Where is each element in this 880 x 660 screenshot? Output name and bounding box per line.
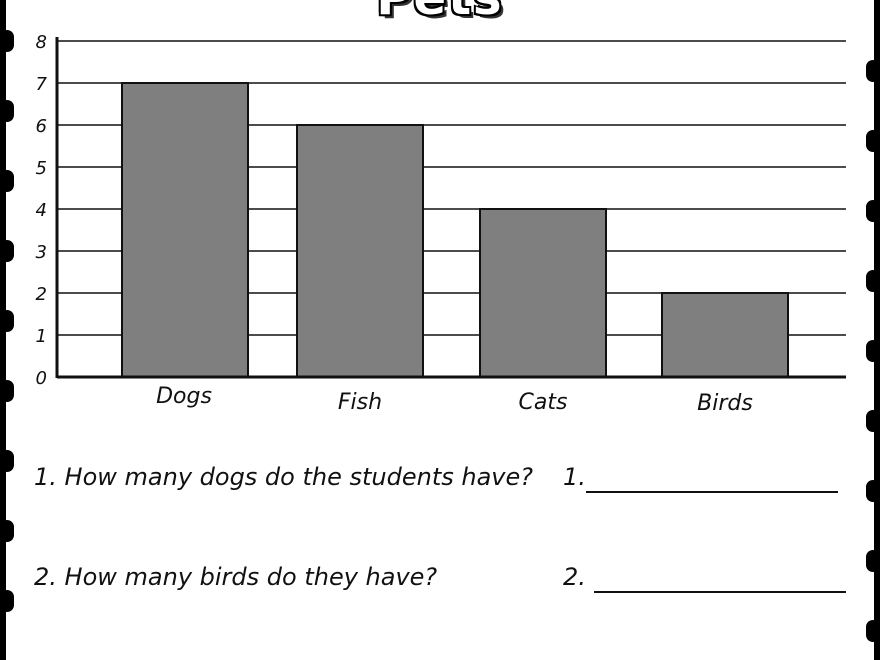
y-tick-label: 6 — [36, 116, 47, 137]
bar-dogs — [121, 82, 249, 378]
question-1: 1. How many dogs do the students have? — [34, 463, 533, 491]
y-tick-label: 7 — [36, 74, 48, 95]
decorative-border-right — [862, 0, 880, 660]
y-tick-label: 0 — [36, 368, 47, 389]
x-tick-label: Cats — [519, 390, 568, 415]
page-title: Pets — [0, 0, 880, 26]
x-tick-label: Fish — [338, 390, 382, 415]
decorative-border-left — [0, 0, 18, 660]
question-2: 2. How many birds do they have? — [34, 563, 438, 591]
y-tick-label: 4 — [36, 200, 47, 221]
y-tick-label: 3 — [36, 242, 47, 263]
y-tick-label: 8 — [36, 32, 47, 53]
bar-birds — [661, 292, 789, 378]
bar-fish — [296, 124, 424, 378]
answer-blank-2[interactable] — [594, 591, 846, 593]
y-tick-label: 2 — [36, 284, 47, 305]
bar-cats — [479, 208, 607, 378]
x-tick-label: Birds — [697, 391, 753, 416]
x-tick-label: Dogs — [156, 384, 212, 409]
answer-label-2: 2. — [563, 563, 586, 591]
y-tick-label: 5 — [36, 158, 47, 179]
answer-label-1: 1. — [563, 463, 586, 491]
y-tick-label: 1 — [36, 326, 47, 347]
answer-blank-1[interactable] — [586, 491, 838, 493]
bar-chart: 0 1 2 3 4 5 6 7 8 Dogs Fish Cats Birds — [36, 32, 846, 416]
